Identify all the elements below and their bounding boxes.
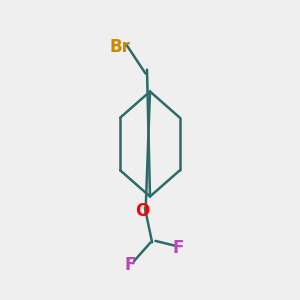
Text: Br: Br	[110, 38, 130, 56]
Text: O: O	[135, 202, 150, 220]
Text: F: F	[125, 256, 136, 274]
Text: F: F	[173, 239, 184, 257]
